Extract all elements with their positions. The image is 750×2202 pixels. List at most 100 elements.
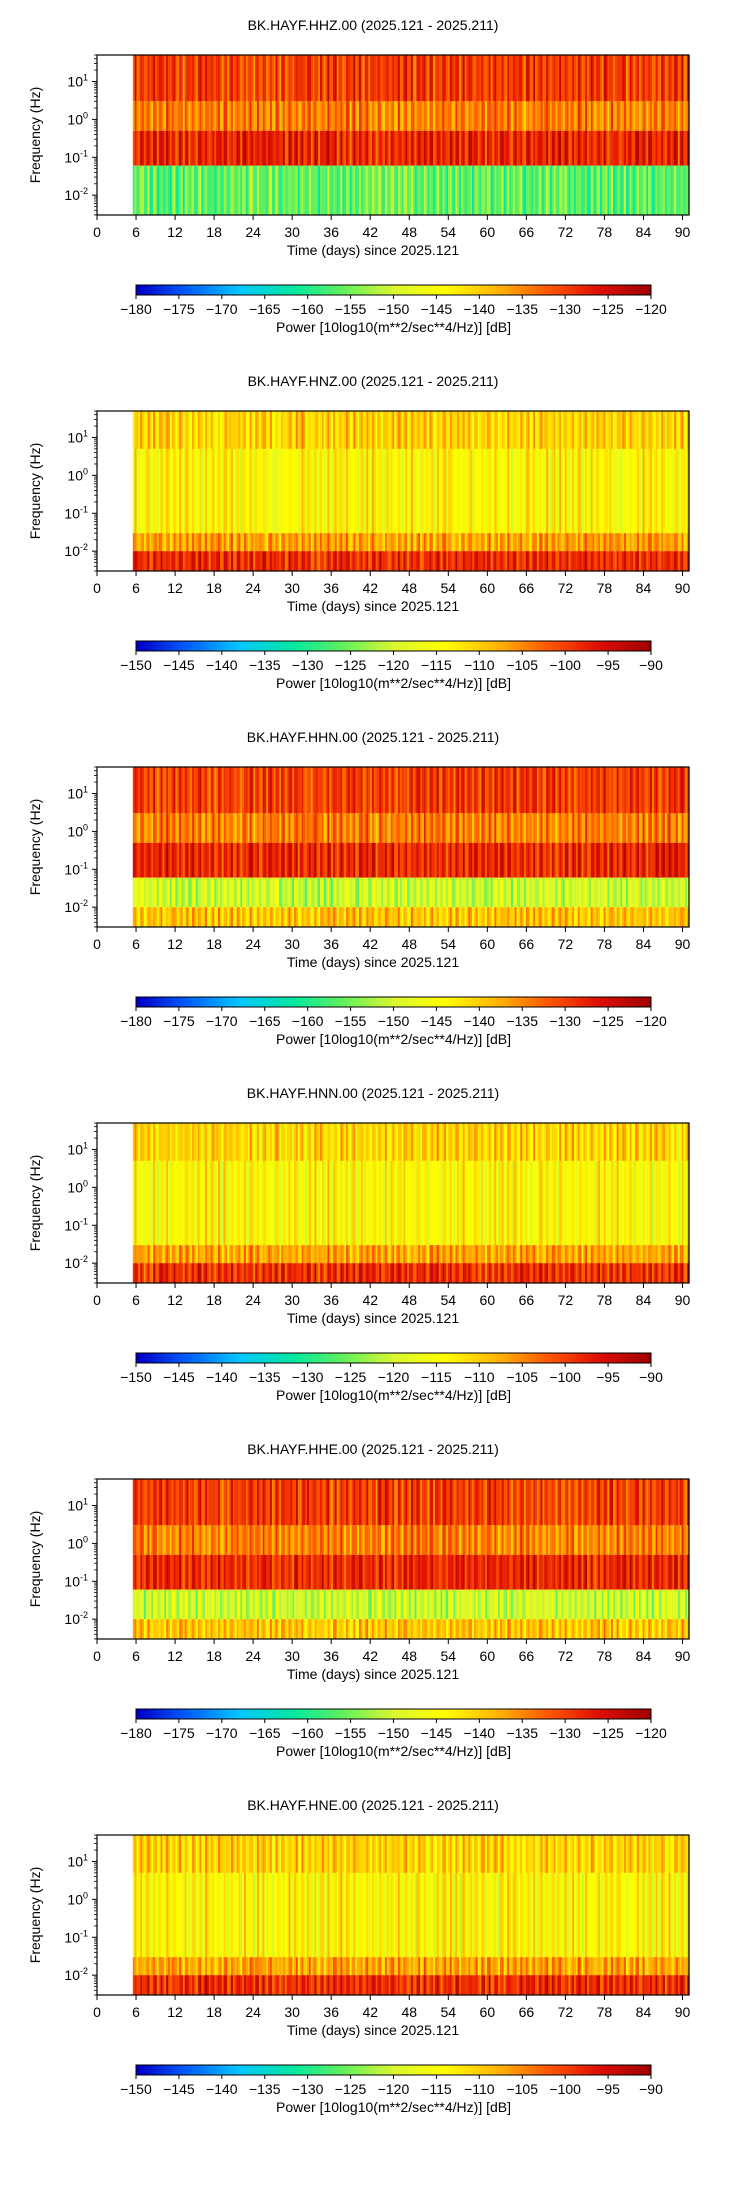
colorbar-swatch — [385, 997, 390, 1007]
colorbar-swatch — [509, 997, 514, 1007]
colorbar-swatch — [561, 285, 566, 295]
colorbar-swatch — [273, 285, 278, 295]
colorbar-swatch — [162, 641, 167, 651]
colorbar-swatch — [188, 641, 193, 651]
colorbar-swatch — [196, 285, 201, 295]
x-tick-label: 78 — [597, 224, 613, 240]
colorbar-swatch — [479, 285, 484, 295]
colorbar-swatch — [458, 997, 463, 1007]
colorbar-swatch — [527, 641, 532, 651]
colorbar-swatch — [179, 285, 184, 295]
x-tick-label: 60 — [480, 580, 496, 596]
colorbar-swatch — [466, 997, 471, 1007]
colorbar-swatch — [291, 285, 296, 295]
colorbar-swatch — [166, 997, 171, 1007]
colorbar-swatch — [501, 285, 506, 295]
colorbar-swatch — [574, 285, 579, 295]
colorbar-swatch — [501, 641, 506, 651]
colorbar-swatch — [548, 641, 553, 651]
colorbar-swatch — [256, 285, 261, 295]
colorbar-swatch — [196, 641, 201, 651]
colorbar-swatch — [471, 997, 476, 1007]
x-tick-label: 36 — [323, 224, 339, 240]
colorbar-swatch — [338, 641, 343, 651]
colorbar-swatch — [355, 285, 360, 295]
x-tick-label: 12 — [167, 224, 183, 240]
y-tick-base: 10 — [67, 785, 83, 801]
colorbar-swatch — [226, 641, 231, 651]
colorbar-swatch — [351, 285, 356, 295]
colorbar-swatch — [565, 285, 570, 295]
y-tick-label: 10-2 — [64, 898, 88, 915]
colorbar-swatch — [312, 997, 317, 1007]
colorbar-swatch — [535, 997, 540, 1007]
y-tick-label: 10-1 — [64, 860, 88, 877]
colorbar-swatch — [312, 285, 317, 295]
colorbar-swatch — [213, 285, 218, 295]
colorbar-tick-label: −110 — [464, 657, 495, 673]
colorbar-swatch — [329, 285, 334, 295]
x-tick-label: 60 — [480, 936, 496, 952]
colorbar-swatch — [514, 285, 519, 295]
colorbar-swatch — [522, 641, 527, 651]
colorbar-swatch — [316, 997, 321, 1007]
colorbar-swatch — [475, 997, 480, 1007]
colorbar-swatch — [183, 641, 188, 651]
colorbar-swatch — [642, 285, 647, 295]
colorbar-swatch — [376, 641, 381, 651]
colorbar-swatch — [355, 641, 360, 651]
colorbar-swatch — [333, 641, 338, 651]
colorbar-swatch — [209, 641, 214, 651]
x-tick-label: 30 — [284, 936, 300, 952]
colorbar-swatch — [278, 285, 283, 295]
colorbar-tick-label: −170 — [206, 1013, 238, 1029]
colorbar-tick-label: −170 — [206, 301, 238, 317]
x-tick-label: 24 — [245, 580, 261, 596]
x-tick-label: 72 — [558, 580, 574, 596]
colorbar-swatch — [291, 641, 296, 651]
colorbar-swatch — [509, 285, 514, 295]
colorbar-swatch — [625, 641, 630, 651]
colorbar-swatch — [170, 285, 175, 295]
colorbar-swatch — [278, 641, 283, 651]
colorbar-swatch — [157, 285, 162, 295]
colorbar-swatch — [565, 997, 570, 1007]
colorbar-swatch — [578, 641, 583, 651]
colorbar-swatch — [256, 641, 261, 651]
colorbar-swatch — [441, 285, 446, 295]
colorbar-swatch — [462, 641, 467, 651]
colorbar-swatch — [466, 641, 471, 651]
colorbar-swatch — [612, 997, 617, 1007]
colorbar-swatch — [282, 285, 287, 295]
colorbar-swatch — [243, 997, 248, 1007]
colorbar-tick-label: −160 — [292, 1013, 324, 1029]
colorbar-swatch — [329, 641, 334, 651]
colorbar-swatch — [209, 285, 214, 295]
colorbar-swatch — [449, 997, 454, 1007]
colorbar-swatch — [625, 997, 630, 1007]
colorbar-swatch — [475, 641, 480, 651]
x-tick-label: 18 — [206, 224, 222, 240]
colorbar-swatch — [342, 997, 347, 1007]
colorbar-swatch — [535, 285, 540, 295]
colorbar-swatch — [531, 285, 536, 295]
colorbar-swatch — [248, 997, 253, 1007]
colorbar-tick-label: −165 — [249, 1013, 281, 1029]
y-tick-label: 10-2 — [64, 542, 88, 559]
colorbar-swatch — [218, 997, 223, 1007]
colorbar-swatch — [260, 997, 265, 1007]
colorbar-swatch — [235, 285, 240, 295]
colorbar-swatch — [539, 641, 544, 651]
y-tick-exponent: -2 — [80, 898, 88, 908]
colorbar-swatch — [218, 641, 223, 651]
colorbar-swatch — [170, 641, 175, 651]
x-tick-label: 6 — [132, 936, 140, 952]
y-tick-exponent: -1 — [80, 504, 88, 514]
colorbar-swatch — [398, 997, 403, 1007]
colorbar-swatch — [136, 285, 141, 295]
colorbar-swatch — [351, 641, 356, 651]
colorbar-swatch — [170, 997, 175, 1007]
colorbar-swatch — [604, 997, 609, 1007]
colorbar-swatch — [565, 641, 570, 651]
